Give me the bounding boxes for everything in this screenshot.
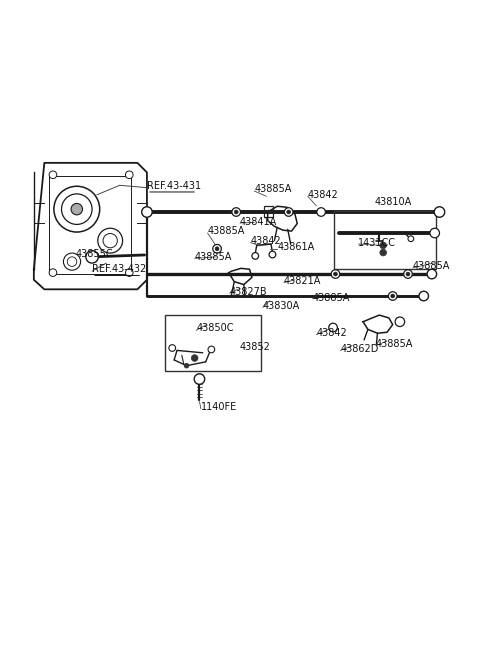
Text: 43821A: 43821A: [284, 276, 321, 286]
Circle shape: [208, 346, 215, 353]
Circle shape: [388, 291, 397, 300]
Circle shape: [427, 269, 437, 279]
Circle shape: [86, 251, 98, 263]
Circle shape: [408, 236, 414, 242]
Circle shape: [234, 210, 238, 214]
Text: 43885A: 43885A: [312, 293, 350, 303]
Circle shape: [49, 171, 57, 179]
Bar: [335, 211, 436, 269]
Text: 43885A: 43885A: [413, 261, 450, 271]
Text: 43885A: 43885A: [376, 339, 413, 349]
Circle shape: [125, 269, 133, 276]
Circle shape: [406, 272, 410, 276]
Circle shape: [404, 270, 412, 278]
Circle shape: [380, 250, 386, 256]
Text: 43885A: 43885A: [195, 252, 232, 262]
Circle shape: [213, 244, 221, 253]
Circle shape: [391, 294, 395, 298]
Text: 43842: 43842: [251, 236, 281, 246]
Circle shape: [331, 270, 340, 278]
Circle shape: [142, 207, 152, 217]
Text: REF.43-431: REF.43-431: [147, 181, 201, 191]
Circle shape: [252, 253, 259, 259]
Circle shape: [317, 208, 325, 216]
Circle shape: [169, 345, 176, 351]
Text: 43852: 43852: [240, 342, 271, 352]
Circle shape: [61, 194, 92, 225]
Circle shape: [430, 228, 440, 238]
Text: 1431CC: 1431CC: [359, 238, 396, 248]
Circle shape: [269, 251, 276, 258]
Circle shape: [63, 253, 81, 271]
Text: 43862D: 43862D: [340, 344, 379, 354]
Circle shape: [232, 208, 240, 216]
Text: 43841A: 43841A: [240, 217, 277, 227]
Circle shape: [434, 207, 445, 217]
Circle shape: [380, 242, 386, 249]
Text: 43850C: 43850C: [196, 324, 234, 333]
Circle shape: [49, 269, 57, 276]
Bar: [264, 206, 274, 217]
Circle shape: [334, 272, 337, 276]
Bar: [165, 315, 261, 371]
Text: 43842: 43842: [308, 190, 338, 200]
Circle shape: [71, 204, 83, 215]
Text: 43885A: 43885A: [207, 226, 245, 236]
Text: 43855C: 43855C: [75, 250, 113, 259]
Text: 43842: 43842: [316, 328, 347, 338]
Circle shape: [215, 247, 219, 251]
Circle shape: [194, 374, 204, 384]
Circle shape: [184, 364, 189, 368]
Circle shape: [125, 171, 133, 179]
Text: 43885A: 43885A: [254, 184, 292, 194]
Circle shape: [329, 323, 337, 332]
Circle shape: [287, 210, 290, 214]
Circle shape: [192, 355, 198, 362]
Text: 43810A: 43810A: [374, 197, 412, 208]
Text: 1140FE: 1140FE: [201, 402, 237, 412]
Circle shape: [419, 291, 429, 301]
Text: 43830A: 43830A: [263, 301, 300, 311]
Text: REF.43-432: REF.43-432: [92, 264, 146, 274]
Circle shape: [395, 317, 405, 327]
Circle shape: [67, 257, 77, 267]
Circle shape: [54, 186, 100, 232]
Circle shape: [284, 208, 293, 216]
Text: 43827B: 43827B: [229, 287, 267, 297]
Circle shape: [98, 228, 122, 253]
Circle shape: [103, 233, 117, 248]
Text: 43861A: 43861A: [277, 242, 314, 252]
Circle shape: [267, 210, 271, 214]
